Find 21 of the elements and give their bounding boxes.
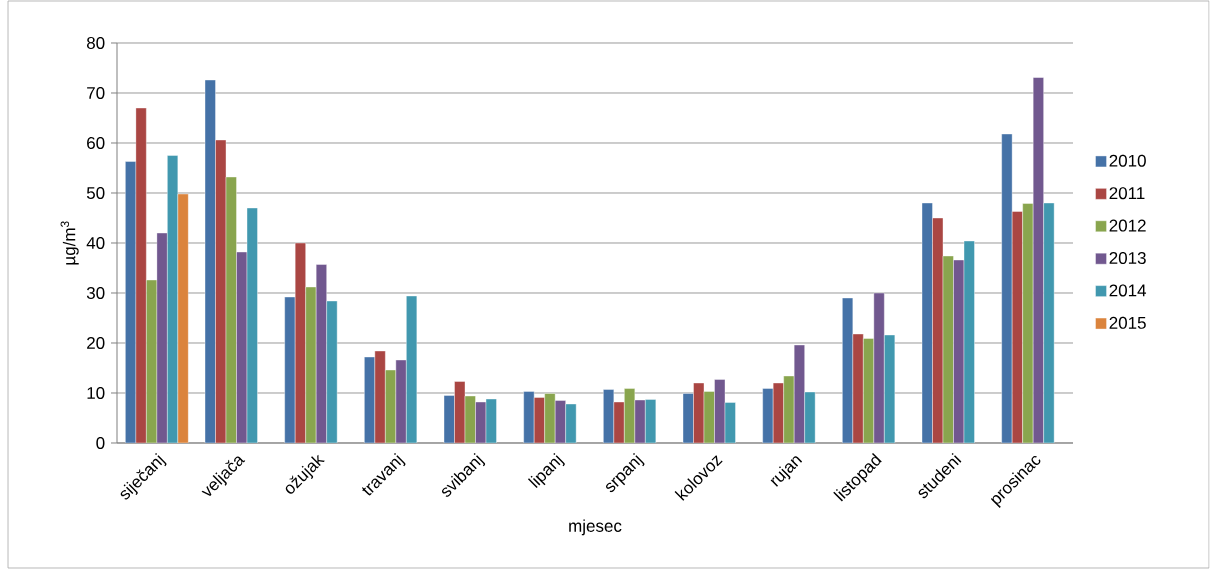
bar (613, 401, 625, 443)
bar (135, 107, 147, 443)
y-axis-title: µg/m$^{3}$ (60, 221, 79, 265)
y-tick-label: 50 (86, 186, 105, 200)
y-tick-label: 70 (87, 86, 105, 100)
x-axis-title: mjesec (569, 519, 622, 536)
y-tick-label: 40 (86, 236, 105, 250)
y-tick-label: 60 (87, 136, 105, 150)
bar (852, 333, 864, 443)
y-tick-label: 30 (86, 286, 105, 300)
legend-label: 2010 (1109, 154, 1146, 167)
legend-label: 2011 (1109, 187, 1145, 200)
legend-label: 2013 (1109, 251, 1146, 265)
y-tick-label: 0 (96, 436, 105, 450)
y-tick-label: 20 (87, 336, 105, 350)
bar (374, 350, 386, 443)
legend-label: 2012 (1109, 219, 1146, 232)
legend-label: 2015 (1109, 316, 1146, 329)
y-tick-label: 10 (87, 386, 105, 400)
y-tick-label: 80 (86, 36, 105, 50)
legend-label: 2014 (1109, 284, 1147, 297)
